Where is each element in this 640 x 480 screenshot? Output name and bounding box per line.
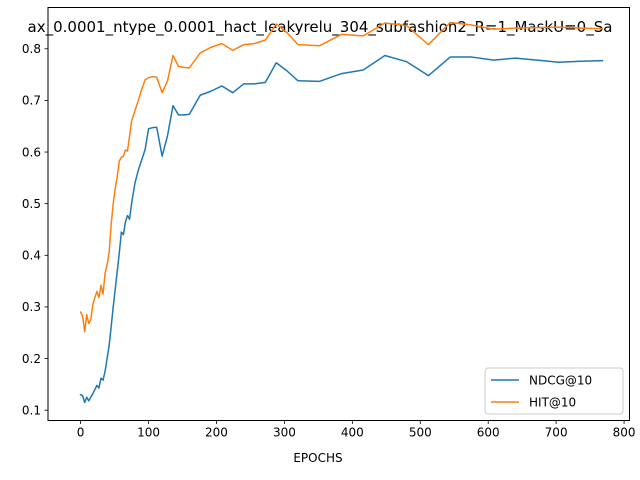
x-tick-label: 100 — [137, 426, 160, 440]
y-tick-label: 0.7 — [22, 94, 41, 108]
legend-label-hit: HIT@10 — [529, 396, 576, 410]
x-tick-label: 600 — [477, 426, 500, 440]
legend: NDCG@10 HIT@10 — [484, 367, 624, 415]
plot-frame — [47, 7, 630, 421]
x-tick-label: 300 — [273, 426, 296, 440]
x-tick-label: 0 — [77, 426, 85, 440]
y-axis-ticks: 0.1 0.2 0.3 0.4 0.5 0.6 0.7 0.8 — [22, 42, 48, 417]
x-axis-ticks: 0 100 200 300 400 500 600 700 800 — [77, 420, 636, 440]
y-tick-label: 0.8 — [22, 42, 41, 56]
series-line-hit-10 — [79, 21, 604, 333]
series-line-ndcg-10 — [79, 54, 604, 404]
chart-title: ax_0.0001_ntype_0.0001_hact_leakyrelu_30… — [28, 18, 613, 37]
x-tick-label: 700 — [545, 426, 568, 440]
x-tick-label: 800 — [613, 426, 636, 440]
x-tick-label: 400 — [341, 426, 364, 440]
series-layer — [79, 21, 604, 404]
y-tick-label: 0.3 — [22, 300, 41, 314]
y-tick-label: 0.6 — [22, 145, 41, 159]
x-axis-label: EPOCHS — [293, 451, 342, 465]
y-tick-label: 0.1 — [22, 403, 41, 417]
legend-box — [484, 367, 624, 415]
y-tick-label: 0.2 — [22, 352, 41, 366]
y-tick-label: 0.4 — [22, 249, 41, 263]
x-tick-label: 500 — [409, 426, 432, 440]
legend-label-ndcg: NDCG@10 — [529, 374, 592, 388]
x-tick-label: 200 — [205, 426, 228, 440]
y-tick-label: 0.5 — [22, 197, 41, 211]
